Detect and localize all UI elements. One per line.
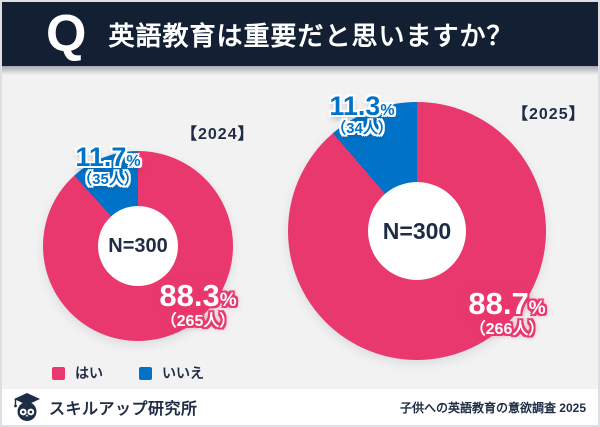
yes-percent-2025: 88.7% xyxy=(468,286,546,321)
donut-hole-2024: N=300 xyxy=(98,206,178,286)
chart-title-2024: 【2024】 xyxy=(181,126,255,143)
no-count-2025: （34人） xyxy=(331,120,393,138)
legend-swatch-no xyxy=(139,366,152,380)
legend: はい いいえ xyxy=(52,363,204,383)
donut-hole-2025: N=300 xyxy=(368,182,466,280)
sample-size-2025: N=300 xyxy=(382,217,452,244)
donut-chart-2025: N=300 xyxy=(288,102,546,360)
callout-yes-2024: 88.3% （265人） xyxy=(147,278,249,330)
no-count-2024: （35人） xyxy=(77,171,139,189)
no-percent-2024: 11.7% xyxy=(75,142,141,172)
brand: スキルアップ研究所 xyxy=(12,392,198,422)
owl-logo-icon xyxy=(14,393,40,421)
page-title: 英語教育は重要だと思いますか？ xyxy=(108,20,514,51)
footer-bar: スキルアップ研究所 子供への英語教育の意欲調査 2025 xyxy=(2,389,598,425)
sample-size-2024: N=300 xyxy=(108,234,168,257)
yes-count-2025: （266人） xyxy=(469,320,545,338)
legend-label-yes: はい xyxy=(75,365,103,381)
legend-label-no: いいえ xyxy=(162,365,204,381)
source-caption: 子供への英語教育の意欲調査 2025 xyxy=(399,400,586,415)
chart-area: 【2024】 N=300 11.7% （35人） 88.3% （265人） 【2… xyxy=(2,66,598,391)
question-icon: Q xyxy=(46,5,87,63)
callout-no-2024: 11.7% （35人） xyxy=(62,143,154,188)
no-percent-2025: 11.3% xyxy=(329,91,395,121)
yes-count-2024: （265人） xyxy=(160,312,236,330)
chart-title-2025: 【2025】 xyxy=(512,106,586,123)
callout-no-2025: 11.3% （34人） xyxy=(316,92,408,137)
callout-yes-2025: 88.7% （266人） xyxy=(456,286,558,338)
legend-item-no: いいえ xyxy=(139,363,204,383)
legend-swatch-yes xyxy=(52,366,65,380)
donut-chart-2024: N=300 xyxy=(43,151,233,341)
header-bar: Q 英語教育は重要だと思いますか？ xyxy=(2,2,598,75)
brand-name: スキルアップ研究所 xyxy=(49,401,198,418)
legend-item-yes: はい xyxy=(52,363,103,383)
yes-percent-2024: 88.3% xyxy=(159,278,237,313)
